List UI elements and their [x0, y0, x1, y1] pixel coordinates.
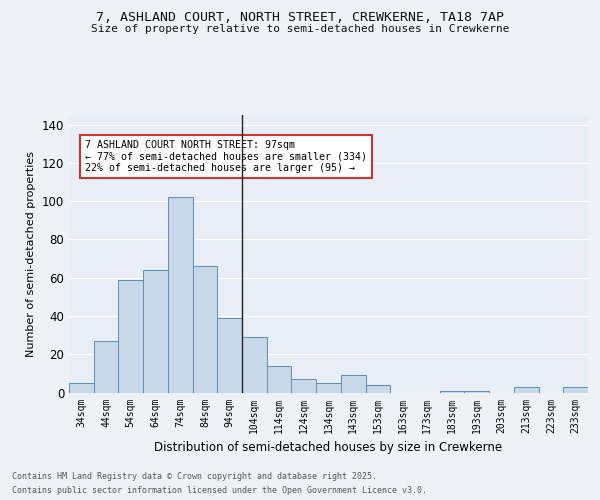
Bar — [341, 376, 365, 392]
Bar — [316, 383, 341, 392]
Text: Size of property relative to semi-detached houses in Crewkerne: Size of property relative to semi-detach… — [91, 24, 509, 34]
Bar — [242, 337, 267, 392]
Text: Contains public sector information licensed under the Open Government Licence v3: Contains public sector information licen… — [12, 486, 427, 495]
Bar — [267, 366, 292, 392]
Bar — [217, 318, 242, 392]
Bar — [69, 383, 94, 392]
Bar — [514, 387, 539, 392]
Bar — [563, 387, 588, 392]
Text: Contains HM Land Registry data © Crown copyright and database right 2025.: Contains HM Land Registry data © Crown c… — [12, 472, 377, 481]
Bar — [365, 385, 390, 392]
Bar — [143, 270, 168, 392]
Bar — [193, 266, 217, 392]
Bar — [94, 341, 118, 392]
Bar — [464, 390, 489, 392]
Bar — [118, 280, 143, 392]
Y-axis label: Number of semi-detached properties: Number of semi-detached properties — [26, 151, 36, 357]
Bar — [292, 379, 316, 392]
Text: 7, ASHLAND COURT, NORTH STREET, CREWKERNE, TA18 7AP: 7, ASHLAND COURT, NORTH STREET, CREWKERN… — [96, 11, 504, 24]
Text: 7 ASHLAND COURT NORTH STREET: 97sqm
← 77% of semi-detached houses are smaller (3: 7 ASHLAND COURT NORTH STREET: 97sqm ← 77… — [85, 140, 367, 173]
Bar — [168, 198, 193, 392]
X-axis label: Distribution of semi-detached houses by size in Crewkerne: Distribution of semi-detached houses by … — [154, 441, 503, 454]
Bar — [440, 390, 464, 392]
